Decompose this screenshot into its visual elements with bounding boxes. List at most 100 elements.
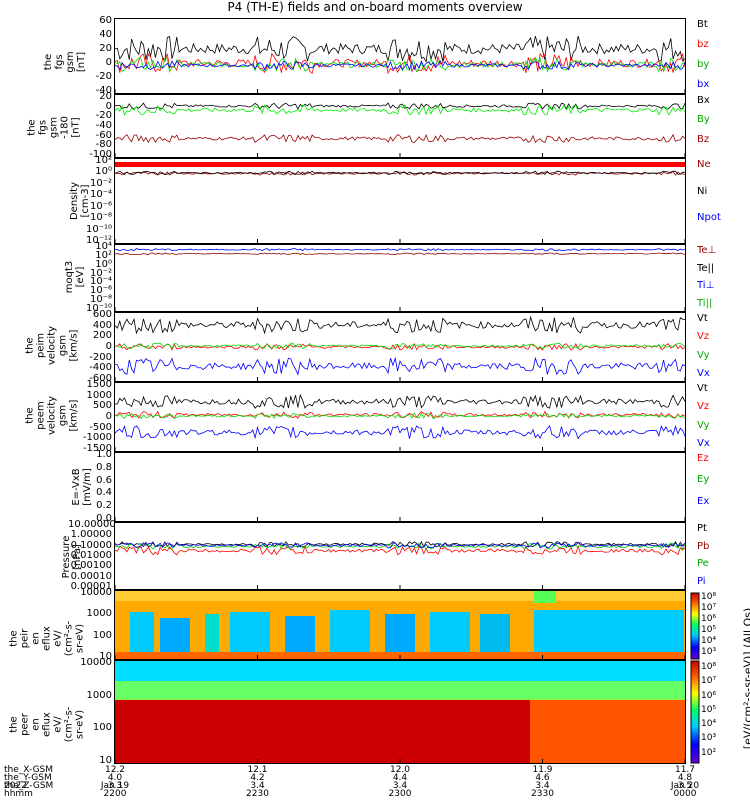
y-tick-vi: 600 — [92, 309, 112, 320]
colorbar-tick: 10³ — [701, 733, 717, 744]
series-pressure-Pt — [114, 540, 686, 548]
ephem-label-year: 2022 — [4, 781, 27, 791]
mode-strip — [115, 162, 685, 167]
y-tick-density: 10⁻² — [89, 177, 112, 189]
legend-pressure-Pi: Pi — [697, 576, 706, 588]
y-tick-ve: 1000 — [86, 389, 112, 401]
legend-density-Ni: Ni — [697, 185, 708, 197]
legend-density-Npot: Npot — [697, 212, 721, 224]
y-tick-vi: 0 — [105, 341, 112, 352]
y-tick-density: 10⁻⁴ — [89, 189, 112, 201]
ephem-x-value: 12.0 — [389, 765, 411, 775]
y-tick-peir: 10000 — [80, 587, 112, 598]
series-fgs2-By — [114, 104, 686, 117]
legend-fgs-by: by — [697, 59, 710, 70]
colorbar-ion — [690, 592, 700, 660]
y-tick-vi: -400 — [89, 362, 112, 374]
series-ve-Vt — [114, 393, 686, 409]
series-temp-Te — [114, 252, 686, 256]
series-temp-Ti — [114, 248, 686, 252]
legend-fgs2-Bx: Bx — [697, 95, 710, 106]
legend-temp-Ti⊥: Ti⊥ — [697, 280, 715, 292]
series-vi-Vt — [114, 315, 686, 335]
y-tick-temp: 10² — [95, 249, 112, 261]
legend-temp-Te⊥: Te⊥ — [697, 245, 717, 256]
y-tick-pressure: 10.00000 — [68, 519, 116, 530]
ephem-y-value: 4.8 — [677, 773, 693, 783]
y-tick-fgs: 0 — [105, 57, 112, 68]
ephem-z-value: 3.4 — [250, 781, 265, 791]
y-tick-density: 10⁻⁸ — [89, 212, 112, 224]
ephem-t-value: 2230 — [246, 789, 269, 799]
y-tick-vi: 400 — [92, 319, 112, 331]
legend-temp-Te||: Te|| — [697, 262, 715, 274]
y-tick-ve: 0 — [105, 411, 112, 422]
y-tick-peer: 100 — [92, 722, 112, 734]
legend-ve-Vy: Vy — [697, 419, 710, 431]
legend-fgs-bx: bx — [697, 79, 710, 90]
series-fgs-Bt — [114, 35, 686, 63]
colorbar-tick: 10⁷ — [701, 603, 717, 613]
legend-ve-Vz: Vz — [697, 401, 710, 413]
y-tick-temp: 10⁻⁶ — [89, 285, 112, 297]
legend-fgs2-Bz: Bz — [697, 133, 710, 145]
series-vi-Vy — [114, 342, 686, 350]
y-tick-efield: 1.0 — [96, 449, 112, 460]
legend-efield-Ey: Ey — [697, 474, 710, 486]
y-tick-temp: 10⁻⁴ — [89, 276, 112, 288]
ephem-y-value: 4.0 — [107, 773, 123, 783]
y-tick-peer: 10000 — [80, 657, 112, 668]
colorbar-electron — [690, 660, 700, 764]
y-tick-temp: 10⁻⁸ — [89, 294, 112, 306]
y-tick-ve: 500 — [92, 400, 112, 412]
y-tick-fgs2: -20 — [95, 110, 112, 122]
series-ve-Vx — [114, 425, 686, 440]
legend-fgs2-By: By — [697, 114, 710, 126]
legend-density-Ne: Ne — [697, 159, 711, 170]
series-ve-Vy — [114, 412, 686, 420]
y-tick-fgs: -40 — [95, 85, 112, 96]
y-tick-efield: 0.4 — [96, 487, 112, 499]
ephem-x-value: 12.2 — [104, 765, 126, 775]
colorbar-tick: 10⁶ — [701, 690, 717, 701]
legend-vi-Vx: Vx — [697, 367, 710, 379]
y-tick-peir: 10 — [99, 651, 112, 662]
y-tick-temp: 10⁻¹⁰ — [85, 303, 112, 314]
y-tick-density: 10⁻¹⁰ — [85, 223, 112, 235]
series-fgs2-Bz — [114, 133, 686, 144]
y-tick-efield: 0.8 — [96, 461, 112, 473]
series-vi-Vz — [114, 342, 686, 351]
colorbar-tick: 10³ — [701, 647, 717, 657]
legend-vi-Vz: Vz — [697, 331, 710, 343]
legend-vi-Vt: Vt — [697, 313, 708, 324]
y-tick-ve: 1500 — [86, 379, 112, 390]
ephem-t-value: 2300 — [388, 789, 412, 799]
y-tick-fgs2: -80 — [95, 139, 112, 151]
ephem-z-value: 3.4 — [535, 781, 550, 791]
y-tick-fgs: 40 — [99, 29, 112, 40]
ephem-z-value: 3.5 — [677, 781, 693, 791]
legend-pressure-Pt: Pt — [697, 523, 707, 534]
panel-pressure — [114, 522, 686, 590]
y-tick-density: 10⁻⁶ — [89, 200, 112, 212]
colorbar-tick: 10⁶ — [701, 614, 717, 624]
legend-fgs-Bt: Bt — [697, 19, 708, 30]
y-tick-fgs: 60 — [99, 15, 112, 26]
ephem-date-value: Jan 19 — [100, 781, 130, 791]
series-density-Ni — [114, 170, 686, 176]
ephem-label-hhmm: hhmm — [4, 789, 33, 799]
legend-vi-Vy: Vy — [697, 349, 710, 361]
y-tick-pressure: 0.01000 — [70, 550, 112, 561]
y-tick-ve: -500 — [89, 421, 112, 433]
y-tick-pressure: 0.00001 — [70, 581, 112, 592]
y-tick-vi: -200 — [89, 351, 112, 363]
y-tick-pressure: 0.00100 — [70, 560, 112, 572]
colorbar-tick: 10⁴ — [701, 636, 717, 646]
colorbar-tick: 10⁸ — [701, 592, 717, 602]
ephem-t-value: 2200 — [103, 789, 127, 799]
series-fgs-bx — [114, 60, 686, 71]
y-tick-fgs2: -60 — [95, 129, 112, 141]
colorbar-tick: 10⁸ — [701, 662, 717, 672]
panel-temp — [114, 244, 686, 312]
